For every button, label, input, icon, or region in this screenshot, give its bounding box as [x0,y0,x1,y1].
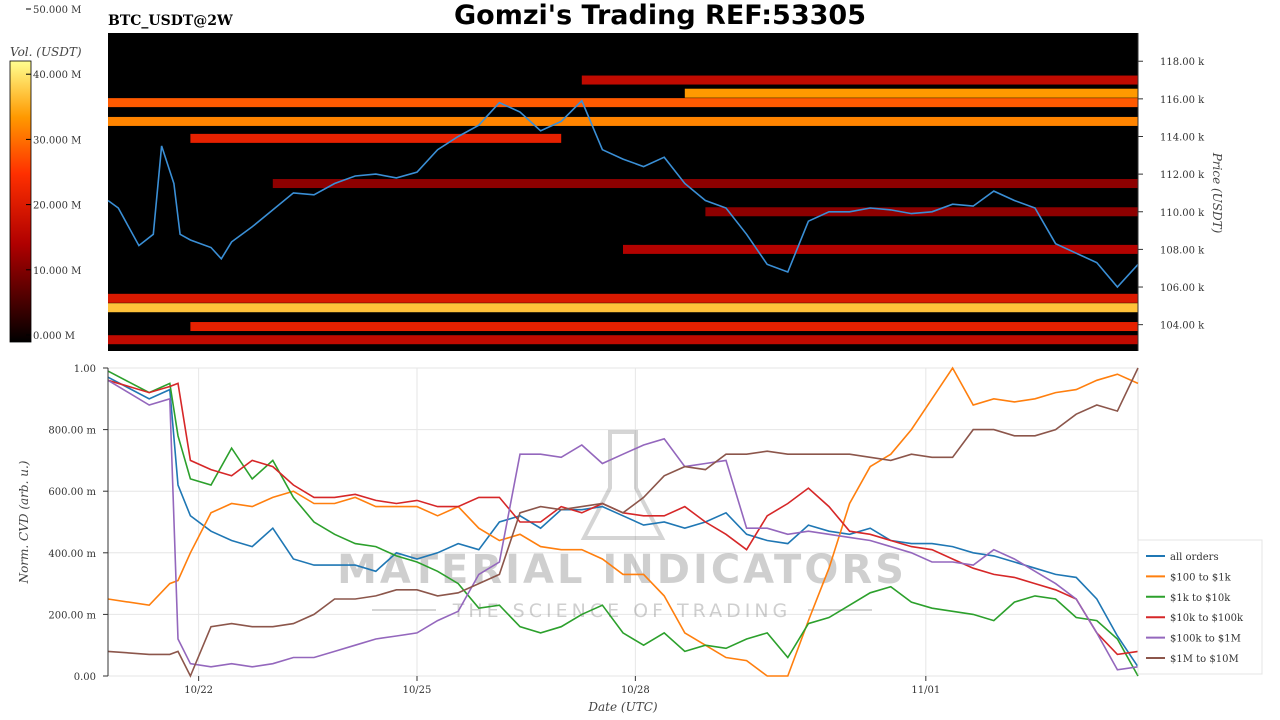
heatmap-panel: 104.00 k 106.00 k 108.00 k 110.00 k 112.00 k… [107,33,1224,351]
colorbar-tick-label: 20.000 M [33,201,81,212]
x-tick-label: 10/22 [184,685,213,696]
chart-title: Gomzi's Trading REF:53305 [454,0,866,31]
x-axis-label: Date (UTC) [587,700,657,714]
liquidity-band-10 [190,322,1138,332]
x-tick-label: 11/01 [911,685,940,696]
pair-label: BTC_USDT@2W [108,13,233,29]
colorbar-gradient [9,60,32,343]
colorbar: Vol. (USDT) 0.000 M 10.000 M 20.000 M 30.00… [9,5,82,343]
liquidity-band-0 [581,75,1138,85]
series-line-1 [107,366,1139,677]
liquidity-band-4 [190,133,562,143]
x-tick-label: 10/28 [621,685,650,696]
watermark-line2: THE SCIENCE OF TRADING [452,600,792,622]
legend-label-3: $10k to $100k [1170,613,1244,624]
legend-label-5: $1M to $10M [1170,654,1239,665]
legend-label-1: $100 to $1k [1170,572,1232,583]
legend-label-2: $1k to $10k [1170,593,1231,604]
liquidity-band-6 [705,207,1138,217]
legend-box [1137,539,1263,675]
cvd-y-tick-label: 400.00 m [48,549,96,560]
price-tick-label: 104.00 k [1160,321,1205,332]
cvd-y-tick-label: 200.00 m [48,610,96,621]
price-axis-label: Price (USDT) [1210,152,1224,234]
legend-label-4: $100k to $1M [1170,634,1241,645]
colorbar-tick-label: 10.000 M [33,266,81,277]
liquidity-band-7 [623,244,1138,254]
colorbar-tick-label: 50.000 M [33,5,81,16]
colorbar-tick-label: 40.000 M [33,70,81,81]
price-line [107,99,1139,289]
series-line-4 [107,379,1139,671]
colorbar-label: Vol. (USDT) [10,45,82,59]
liquidity-band-2 [108,98,1138,108]
legend-label-0: all orders [1170,552,1219,563]
x-tick-label: 10/25 [403,685,432,696]
colorbar-tick-label: 30.000 M [33,135,81,146]
price-tick-label: 114.00 k [1160,132,1205,143]
cvd-y-tick-label: 0.00 [74,672,96,683]
price-tick-label: 110.00 k [1160,208,1205,219]
series-line-5 [107,367,1139,678]
liquidity-band-8 [108,293,1138,303]
price-tick-label: 108.00 k [1160,245,1205,256]
price-tick-label: 116.00 k [1160,95,1205,106]
cvd-y-tick-label: 600.00 m [48,487,96,498]
cvd-plot-area [107,367,1139,677]
liquidity-band-9 [108,303,1138,313]
price-tick-label: 118.00 k [1160,57,1205,68]
price-tick-label: 106.00 k [1160,283,1205,294]
cvd-y-tick-label: 1.00 [74,364,96,375]
cvd-y-tick-label: 800.00 m [48,426,96,437]
liquidity-band-1 [684,88,1138,98]
liquidity-band-5 [272,179,1138,189]
price-tick-label: 112.00 k [1160,170,1205,181]
colorbar-tick-label: 0.000 M [33,331,75,342]
cvd-panel: MATERIAL INDICATORS THE SCIENCE OF TRADI… [17,364,1139,714]
cvd-y-axis-label: Norm. CVD (arb. u.) [17,460,31,584]
flask-icon [580,430,666,540]
series-line-0 [107,376,1139,668]
liquidity-band-11 [108,335,1138,345]
liquidity-band-3 [108,116,1138,126]
legend: all orders $100 to $1k $1k to $10k $10k to … [1137,539,1263,675]
